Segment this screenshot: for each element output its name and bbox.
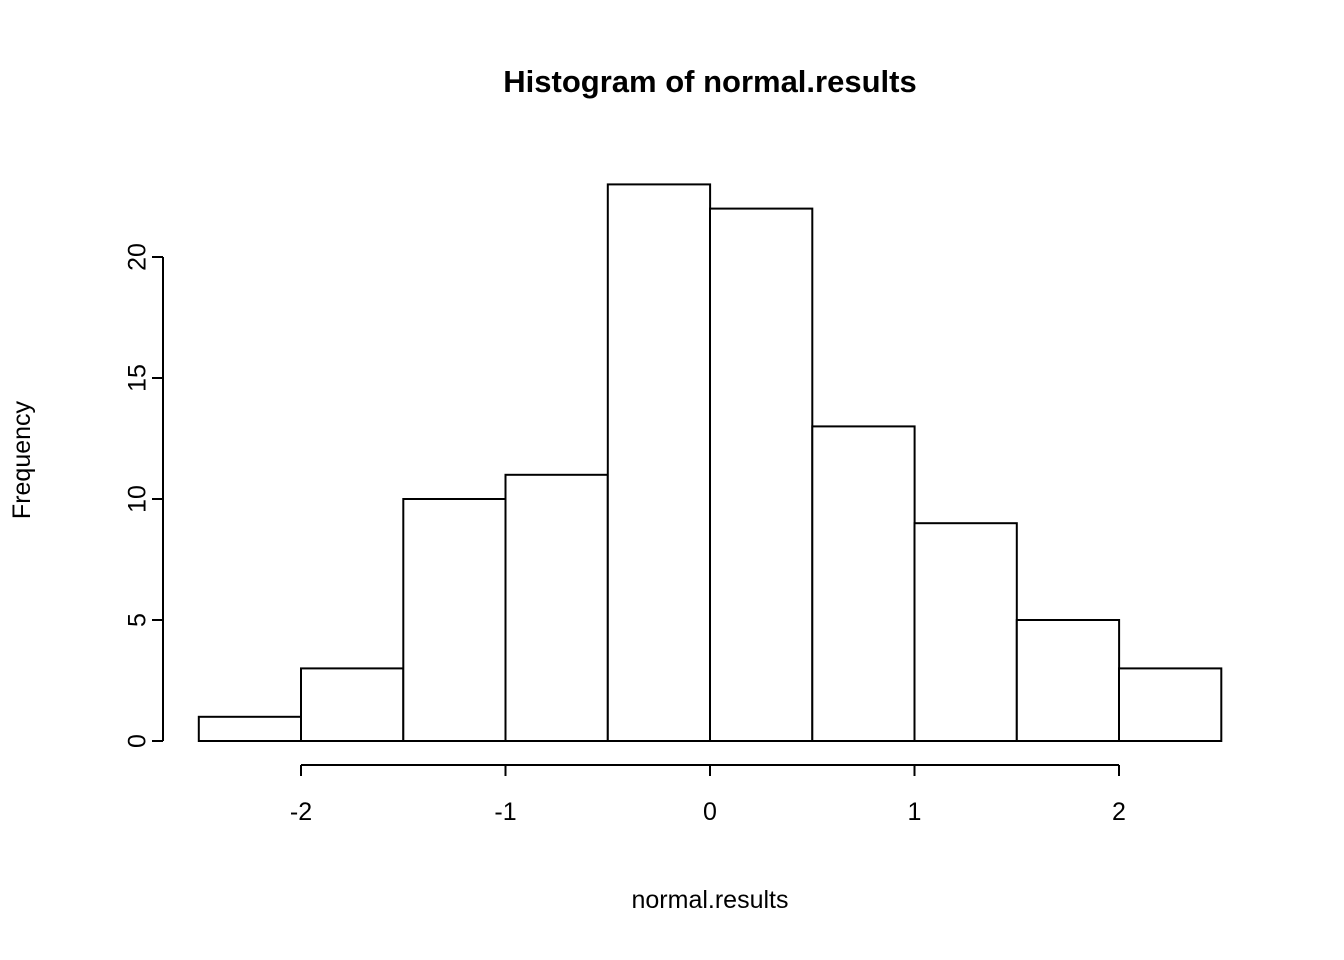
- axes: 0 5 10 15 20 -2 -1 0 1 2: [124, 243, 1126, 826]
- histogram-bar: [1118, 667, 1223, 743]
- histogram-bar: [606, 183, 712, 742]
- histogram-bar: [197, 715, 303, 742]
- histogram-bar: [300, 667, 405, 743]
- histogram-bar: [504, 473, 609, 742]
- x-tick-label: -1: [494, 798, 516, 826]
- x-tick-label: 0: [703, 798, 717, 826]
- histogram-bar: [1015, 619, 1121, 742]
- y-tick-label: 10: [124, 485, 152, 513]
- chart-title: Histogram of normal.results: [503, 64, 916, 99]
- x-axis-label: normal.results: [632, 886, 789, 914]
- histogram-bar: [402, 498, 507, 742]
- x-tick-label: 2: [1112, 798, 1126, 826]
- y-tick-label: 0: [124, 734, 152, 748]
- y-tick-label: 20: [124, 243, 152, 271]
- histogram-bar: [913, 522, 1018, 743]
- x-tick-label: -2: [290, 798, 312, 826]
- histogram-bars: [197, 183, 1223, 743]
- y-tick-label: 5: [124, 613, 152, 627]
- y-tick-label: 15: [124, 364, 152, 392]
- x-tick-label: 1: [908, 798, 922, 826]
- y-axis-label: Frequency: [8, 400, 36, 519]
- histogram-bar: [811, 425, 916, 742]
- histogram-bar: [709, 207, 814, 743]
